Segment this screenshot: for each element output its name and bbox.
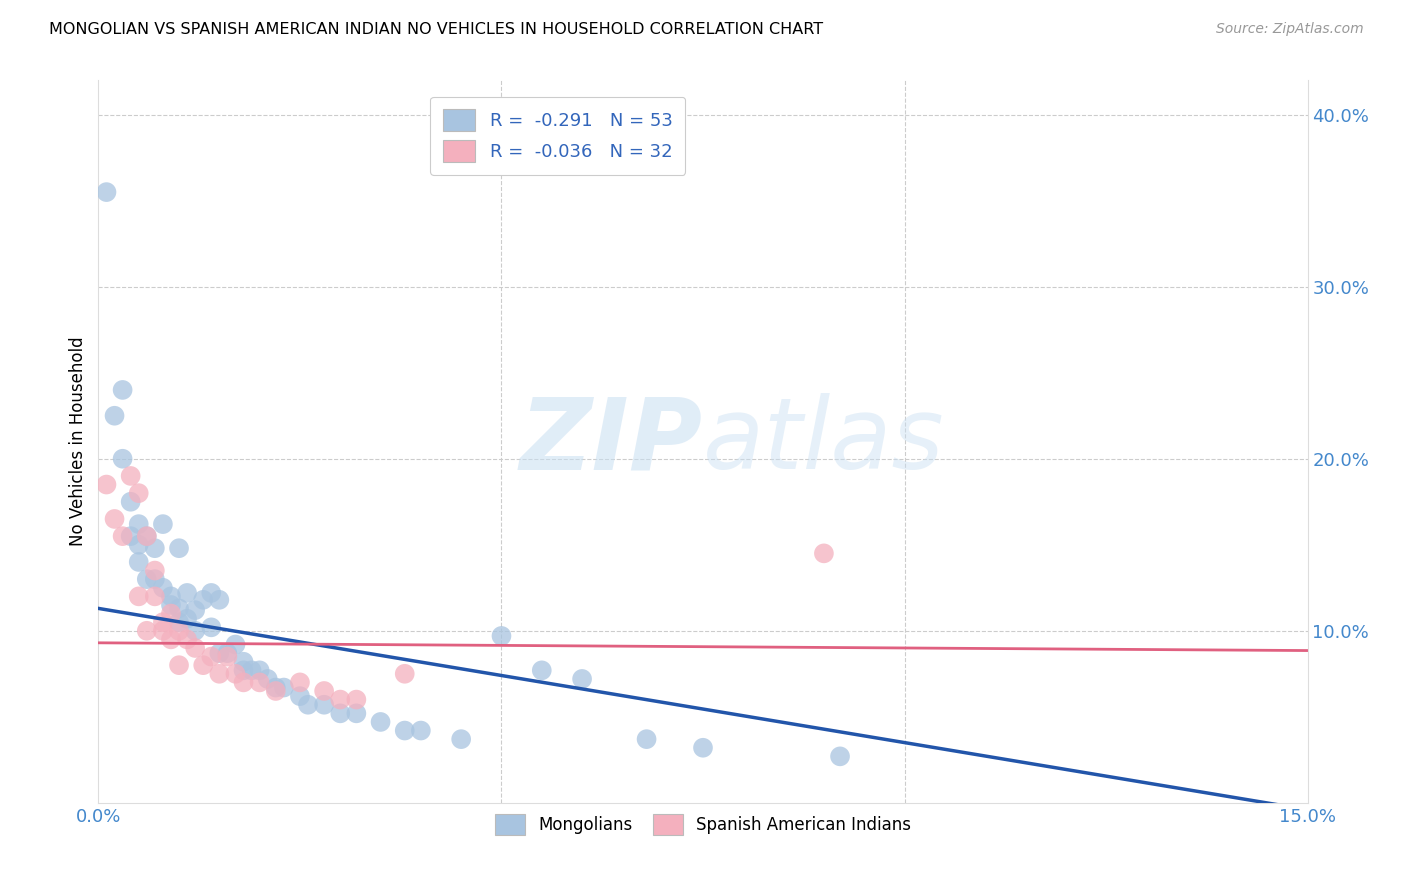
Point bbox=[167, 541, 190, 556]
Point bbox=[184, 624, 207, 638]
Point bbox=[128, 538, 150, 552]
Point bbox=[96, 185, 118, 199]
Point bbox=[160, 590, 183, 604]
Point bbox=[128, 590, 150, 604]
Point bbox=[167, 658, 190, 673]
Legend: Mongolians, Spanish American Indians: Mongolians, Spanish American Indians bbox=[488, 808, 918, 841]
Point bbox=[143, 572, 166, 586]
Point bbox=[167, 615, 190, 630]
Point bbox=[297, 698, 319, 712]
Point bbox=[217, 649, 239, 664]
Point bbox=[208, 592, 231, 607]
Point bbox=[96, 477, 118, 491]
Point bbox=[167, 601, 190, 615]
Point bbox=[314, 698, 336, 712]
Point bbox=[636, 732, 658, 747]
Point bbox=[394, 723, 416, 738]
Point bbox=[344, 706, 367, 721]
Point bbox=[160, 607, 183, 621]
Point bbox=[143, 541, 166, 556]
Text: Source: ZipAtlas.com: Source: ZipAtlas.com bbox=[1216, 22, 1364, 37]
Text: MONGOLIAN VS SPANISH AMERICAN INDIAN NO VEHICLES IN HOUSEHOLD CORRELATION CHART: MONGOLIAN VS SPANISH AMERICAN INDIAN NO … bbox=[49, 22, 824, 37]
Point bbox=[160, 598, 183, 612]
Point bbox=[273, 681, 295, 695]
Point bbox=[111, 451, 134, 466]
Point bbox=[813, 546, 835, 560]
Point bbox=[530, 664, 553, 678]
Point bbox=[176, 612, 198, 626]
Point bbox=[208, 646, 231, 660]
Point bbox=[314, 684, 336, 698]
Point bbox=[152, 581, 174, 595]
Point bbox=[120, 529, 142, 543]
Point bbox=[409, 723, 432, 738]
Point bbox=[111, 383, 134, 397]
Point bbox=[200, 586, 222, 600]
Point bbox=[240, 664, 263, 678]
Point bbox=[249, 664, 271, 678]
Point bbox=[167, 624, 190, 638]
Point bbox=[128, 486, 150, 500]
Point bbox=[200, 649, 222, 664]
Point bbox=[571, 672, 593, 686]
Y-axis label: No Vehicles in Household: No Vehicles in Household bbox=[69, 336, 87, 547]
Point bbox=[232, 664, 254, 678]
Point bbox=[135, 624, 157, 638]
Point bbox=[692, 740, 714, 755]
Point bbox=[193, 592, 215, 607]
Point bbox=[143, 564, 166, 578]
Point bbox=[135, 529, 157, 543]
Point bbox=[128, 555, 150, 569]
Point bbox=[143, 590, 166, 604]
Point bbox=[103, 512, 125, 526]
Text: atlas: atlas bbox=[703, 393, 945, 490]
Point bbox=[120, 494, 142, 508]
Point bbox=[491, 629, 513, 643]
Point bbox=[184, 640, 207, 655]
Point bbox=[111, 529, 134, 543]
Point bbox=[249, 675, 271, 690]
Point bbox=[184, 603, 207, 617]
Point bbox=[152, 517, 174, 532]
Point bbox=[224, 666, 246, 681]
Point bbox=[135, 572, 157, 586]
Point bbox=[264, 681, 287, 695]
Point bbox=[329, 692, 352, 706]
Point bbox=[828, 749, 851, 764]
Point bbox=[176, 586, 198, 600]
Point bbox=[120, 469, 142, 483]
Point bbox=[200, 620, 222, 634]
Text: ZIP: ZIP bbox=[520, 393, 703, 490]
Point bbox=[160, 632, 183, 647]
Point bbox=[135, 529, 157, 543]
Point bbox=[370, 714, 392, 729]
Point bbox=[224, 638, 246, 652]
Point bbox=[193, 658, 215, 673]
Point bbox=[329, 706, 352, 721]
Point bbox=[288, 675, 311, 690]
Point bbox=[232, 655, 254, 669]
Point bbox=[128, 517, 150, 532]
Point bbox=[288, 689, 311, 703]
Point bbox=[152, 624, 174, 638]
Point bbox=[217, 646, 239, 660]
Point bbox=[176, 632, 198, 647]
Point bbox=[232, 675, 254, 690]
Point bbox=[208, 666, 231, 681]
Point bbox=[103, 409, 125, 423]
Point bbox=[256, 672, 278, 686]
Point bbox=[450, 732, 472, 747]
Point bbox=[344, 692, 367, 706]
Point bbox=[264, 684, 287, 698]
Point bbox=[394, 666, 416, 681]
Point bbox=[152, 615, 174, 630]
